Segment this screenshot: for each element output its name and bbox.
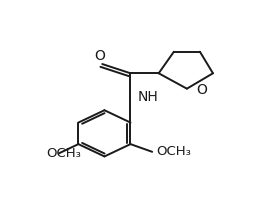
Text: OCH₃: OCH₃ [157,145,192,158]
Text: NH: NH [138,90,159,104]
Text: O: O [95,48,106,62]
Text: O: O [197,83,207,97]
Text: OCH₃: OCH₃ [46,147,81,160]
